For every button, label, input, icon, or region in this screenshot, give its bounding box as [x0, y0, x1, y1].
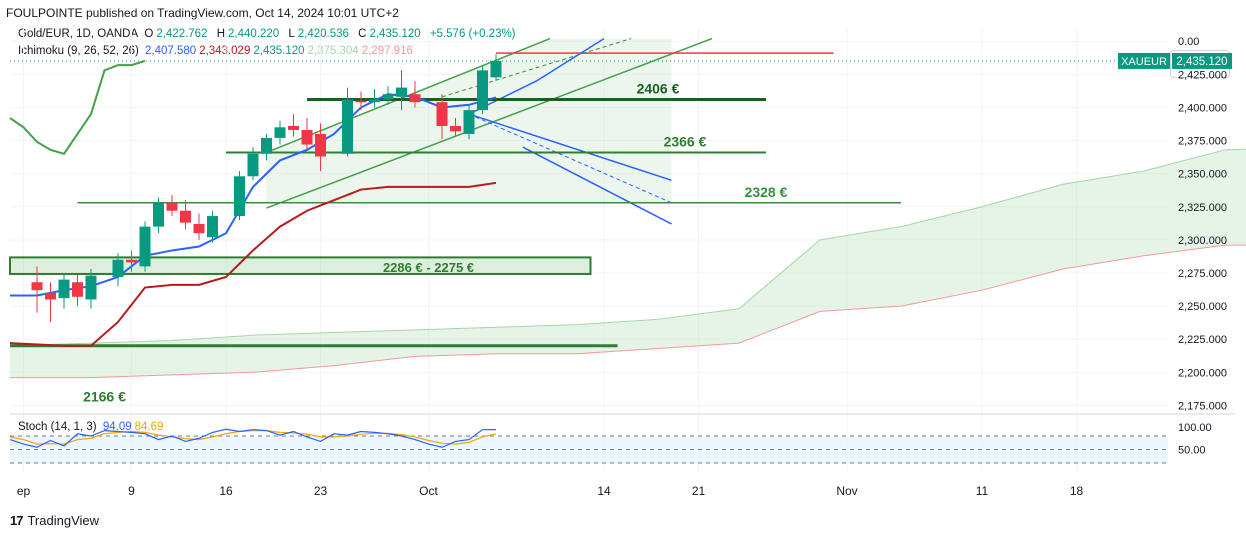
- candle-body: [58, 279, 70, 299]
- ichimoku-name: Ichimoku (9, 26, 52, 26): [18, 45, 139, 57]
- publisher-header: FOULPOINTE published on TradingView.com,…: [6, 6, 399, 20]
- senkou-span-b-line: [10, 244, 1246, 379]
- candle-body: [45, 292, 56, 300]
- candle-body: [463, 110, 475, 134]
- price-tag: 2,435.120: [1176, 56, 1227, 68]
- stoch-tick-label: 100.00: [1178, 422, 1212, 434]
- tradingview-logo-icon: 17: [10, 513, 24, 528]
- zone-label: 2286 € - 2275 €: [383, 260, 474, 275]
- close-label: C 2,435.120: [358, 28, 421, 40]
- candle-body: [409, 94, 421, 103]
- candle-body: [139, 226, 151, 267]
- x-tick-label: ep: [17, 484, 31, 498]
- ichimoku-value: 2,407.580: [145, 45, 197, 57]
- x-tick-label: 16: [219, 484, 233, 498]
- x-tick-label: Nov: [836, 484, 857, 498]
- candle-body: [369, 99, 380, 103]
- y-tick-label: 2,275.000: [1178, 268, 1227, 280]
- x-tick-label: Oct: [419, 484, 438, 498]
- level-label: 2366 €: [664, 133, 707, 149]
- candle-body: [274, 127, 286, 138]
- x-tick-label: 23: [314, 484, 328, 498]
- low-label: L 2,420.536: [288, 28, 349, 40]
- tradingview-footer[interactable]: 17 TradingView: [10, 513, 99, 528]
- candle-body: [355, 100, 367, 103]
- y-tick-label: 2,325.000: [1178, 202, 1227, 214]
- level-label: 2406 €: [637, 81, 680, 97]
- symbol-tag: XAUEUR: [1121, 56, 1167, 68]
- stoch-value: 84.69: [134, 421, 164, 433]
- symbol-name: Gold/EUR, 1D, OANDA: [18, 28, 139, 40]
- candle-body: [261, 137, 272, 154]
- candle-body: [301, 129, 313, 145]
- change-label: +5.576 (+0.23%): [429, 28, 516, 40]
- candle-body: [207, 216, 218, 238]
- y-tick-label: 2,250.000: [1178, 301, 1227, 313]
- y-tick-label: 2,375.000: [1178, 136, 1227, 148]
- flag-line-upper: [468, 37, 605, 115]
- y-tick-label: 2,175.000: [1178, 400, 1227, 412]
- x-tick-label: 11: [976, 484, 989, 498]
- candle-body: [31, 282, 43, 291]
- ichimoku-value: 2,435.120: [253, 45, 305, 57]
- candle-body: [126, 259, 137, 263]
- senkou-span-a-line: [9, 148, 1246, 347]
- symbol-tag-bg: [1118, 52, 1170, 69]
- ichimoku-value: 2,297.916: [361, 45, 413, 57]
- candle-body: [477, 70, 488, 111]
- flag-mid-dash: [468, 113, 672, 204]
- candle-body: [396, 87, 407, 97]
- candle-body: [166, 202, 178, 211]
- candle-body: [180, 210, 191, 223]
- stoch-name: Stoch (14, 1, 3): [18, 421, 97, 433]
- y-tick-label: 2,400.000: [1178, 102, 1227, 114]
- channel-mid-dash: [441, 38, 632, 98]
- x-tick-label: 21: [692, 484, 706, 498]
- candle-body: [193, 223, 205, 234]
- y-tick-label: 2,350.000: [1178, 169, 1227, 181]
- ichimoku-value: 2,343.029: [199, 45, 251, 57]
- support-zone-box: [9, 256, 592, 275]
- candle-body: [288, 125, 299, 130]
- chikou-span-line: [9, 59, 146, 155]
- open-label: O 2,422.762: [144, 28, 208, 40]
- stoch-tick-label: 50.00: [1178, 445, 1206, 457]
- level-label: 2166 €: [83, 388, 126, 404]
- brand-name: TradingView: [27, 513, 100, 528]
- y-tick-label: 0.00: [1178, 36, 1199, 48]
- stoch-d-line: [9, 430, 497, 445]
- price-tag-bg: [1172, 52, 1232, 69]
- ichimoku-cloud: [10, 149, 1246, 378]
- candle-body: [72, 282, 83, 297]
- x-tick-label: 9: [128, 484, 135, 498]
- candle-body: [112, 259, 124, 277]
- candle-body: [85, 275, 97, 300]
- x-tick-label: 14: [597, 484, 611, 498]
- candle-body: [247, 153, 259, 177]
- y-tick-label: 2,200.000: [1178, 367, 1227, 379]
- candle-body: [436, 102, 448, 126]
- level-label: 2328 €: [745, 184, 788, 200]
- y-tick-label: 2,425.000: [1178, 69, 1227, 81]
- flag-line-lower-2: [522, 146, 672, 225]
- flag-line-lower: [468, 113, 672, 181]
- stoch-legend[interactable]: Stoch (14, 1, 3) 94.09 84.69: [18, 421, 169, 433]
- x-tick-label: 18: [1070, 484, 1084, 498]
- stoch-k-line: [9, 428, 497, 448]
- high-label: H 2,440.220: [216, 28, 280, 40]
- y-tick-label: 2,300.000: [1178, 235, 1227, 247]
- candle-body: [450, 125, 461, 132]
- candle-body: [315, 133, 326, 157]
- kijun-sen-line: [9, 181, 497, 347]
- candle-body: [234, 176, 245, 217]
- y-tick-label: 2,225.000: [1178, 334, 1227, 346]
- candle-body: [490, 60, 502, 78]
- candle-body: [342, 99, 353, 154]
- candle-body: [153, 202, 164, 227]
- stoch-value: 94.09: [102, 421, 132, 433]
- symbol-legend[interactable]: Gold/EUR, 1D, OANDA O 2,422.762 H 2,440.22…: [18, 28, 519, 40]
- candle-body: [382, 94, 394, 100]
